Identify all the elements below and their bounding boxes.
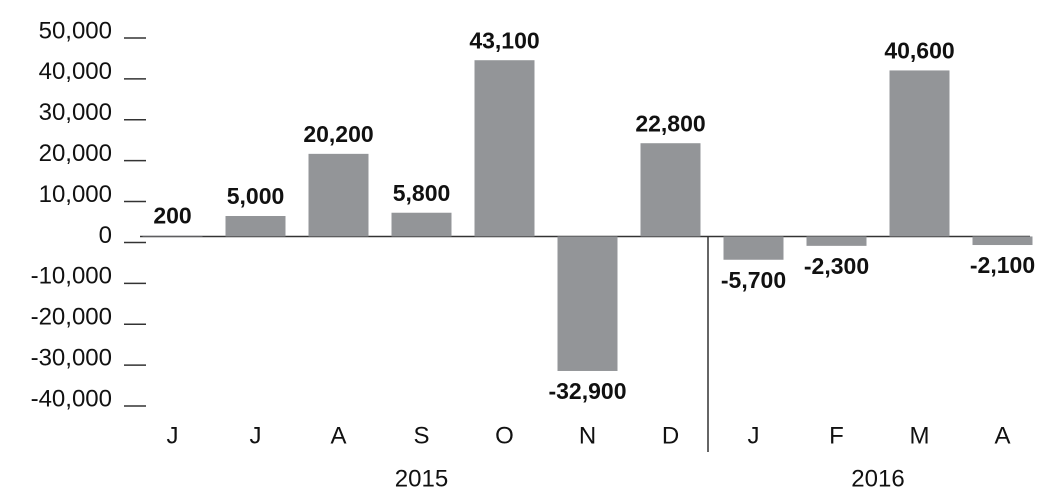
- value-label: -32,900: [548, 378, 626, 404]
- bar: [308, 153, 369, 237]
- bar: [723, 236, 784, 260]
- y-tick-label: -40,000: [31, 385, 112, 412]
- bar: [557, 236, 618, 371]
- value-label: 5,800: [393, 180, 451, 206]
- y-tick-label: -30,000: [31, 344, 112, 371]
- y-tick-label: 20,000: [39, 140, 112, 167]
- y-tick-label: 40,000: [39, 58, 112, 85]
- value-label: -5,700: [721, 267, 786, 293]
- bar: [142, 235, 203, 237]
- bar: [225, 216, 286, 237]
- bar: [391, 212, 452, 237]
- x-tick-label: A: [994, 422, 1010, 449]
- bar: [889, 70, 950, 237]
- value-label: 43,100: [469, 27, 539, 53]
- x-tick-label: J: [167, 422, 179, 449]
- y-tick-label: -10,000: [31, 263, 112, 290]
- y-tick-label: 0: [99, 222, 112, 249]
- bar: [474, 60, 535, 237]
- value-label: 200: [153, 203, 191, 229]
- value-label: -2,300: [804, 253, 869, 279]
- x-tick-label: F: [829, 422, 844, 449]
- x-tick-label: A: [330, 422, 346, 449]
- y-tick-label: 30,000: [39, 99, 112, 126]
- value-label: 20,200: [303, 121, 373, 147]
- y-tick-label: 10,000: [39, 181, 112, 208]
- bar: [972, 236, 1033, 246]
- value-label: 40,600: [884, 38, 954, 64]
- x-tick-label: D: [662, 422, 679, 449]
- bar: [640, 143, 701, 237]
- y-tick-label: -20,000: [31, 304, 112, 331]
- x-tick-label: J: [748, 422, 760, 449]
- group-label: 2015: [395, 465, 448, 492]
- y-tick-label: 50,000: [39, 17, 112, 44]
- x-tick-label: O: [495, 422, 514, 449]
- x-tick-label: J: [250, 422, 262, 449]
- value-label: 5,000: [227, 183, 285, 209]
- value-label: 22,800: [635, 110, 705, 136]
- group-label: 2016: [851, 465, 904, 492]
- x-tick-label: M: [910, 422, 930, 449]
- bar: [806, 236, 867, 246]
- x-tick-label: N: [579, 422, 596, 449]
- value-label: -2,100: [970, 252, 1035, 278]
- x-tick-label: S: [413, 422, 429, 449]
